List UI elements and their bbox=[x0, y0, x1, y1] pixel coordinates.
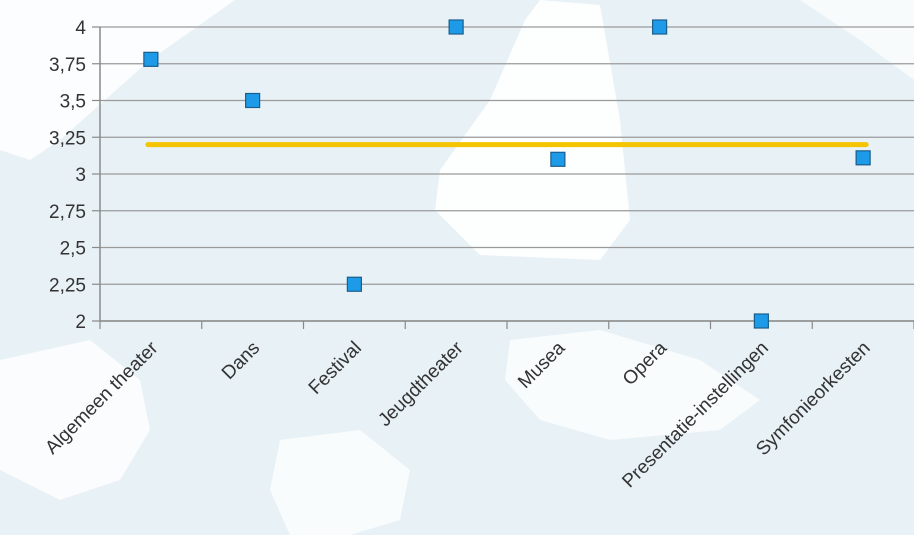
category-label: Jeugdtheater bbox=[374, 337, 468, 431]
category-labels: Algemeen theater Dans Festival Jeugdtheater… bbox=[41, 337, 874, 492]
data-point bbox=[753, 313, 769, 329]
y-tick-label: 2,5 bbox=[60, 239, 86, 260]
data-point bbox=[550, 151, 566, 167]
category-label: Festival bbox=[305, 338, 366, 399]
bg-blob-4 bbox=[270, 430, 410, 535]
x-tick-marks bbox=[99, 321, 914, 329]
data-point bbox=[143, 51, 159, 67]
category-label: Symfonieorkesten bbox=[752, 338, 874, 460]
y-tick-label: 3,25 bbox=[49, 128, 86, 149]
y-tick-label: 3,5 bbox=[60, 92, 86, 113]
bg-blob-5 bbox=[505, 330, 760, 440]
y-tick-label: 2,25 bbox=[49, 275, 86, 296]
bg-blob-1 bbox=[0, 0, 235, 160]
y-tick-label: 4 bbox=[75, 18, 86, 39]
y-tick-label: 3 bbox=[75, 165, 86, 186]
bg-blob-2 bbox=[435, 0, 630, 260]
data-point bbox=[448, 19, 464, 35]
data-point bbox=[245, 92, 261, 109]
y-tick-label: 2 bbox=[75, 312, 86, 333]
category-label: Dans bbox=[218, 338, 264, 384]
y-tick-label: 3,75 bbox=[49, 55, 86, 76]
data-point bbox=[652, 19, 668, 35]
y-tick-label: 2,75 bbox=[49, 202, 86, 223]
data-point bbox=[855, 150, 871, 166]
data-point bbox=[346, 276, 362, 292]
bg-blob-3 bbox=[0, 340, 150, 500]
data-points bbox=[143, 19, 871, 329]
bg-blob-6 bbox=[800, 0, 914, 80]
y-tick-labels: 2 2,25 2,5 2,75 3 3,25 3,5 3,75 4 bbox=[49, 18, 86, 333]
